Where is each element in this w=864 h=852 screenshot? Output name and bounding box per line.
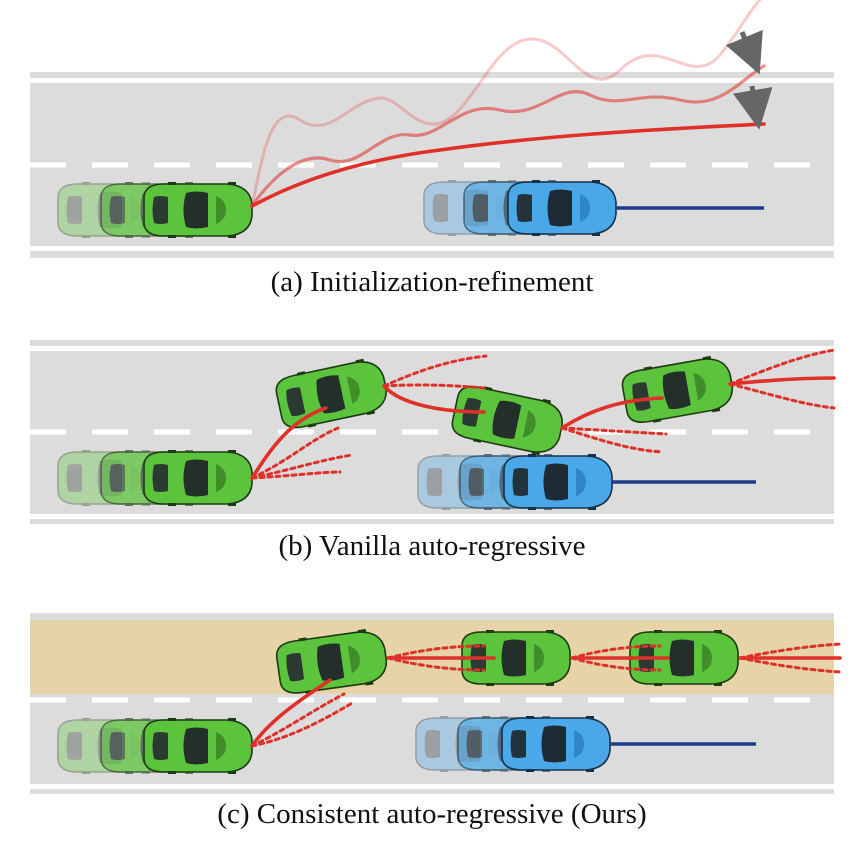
refinement-arrow-icons bbox=[725, 29, 773, 130]
panel-b-other-cars bbox=[417, 453, 756, 511]
panel-a-ego-cars bbox=[57, 181, 253, 239]
caption-initialization-refinement: (a) Initialization-refinement bbox=[270, 266, 594, 298]
panel-a-trajectories bbox=[250, 0, 766, 208]
other-car bbox=[503, 453, 613, 511]
caption-consistent-auto-regressive: (c) Consistent auto-regressive (Ours) bbox=[217, 798, 647, 830]
ego-car bbox=[143, 449, 253, 507]
panel-a-other-cars bbox=[423, 179, 764, 237]
other-car bbox=[507, 179, 617, 237]
down-arrow-icon bbox=[732, 85, 773, 130]
other-car bbox=[501, 715, 611, 773]
caption-vanilla-auto-regressive: (b) Vanilla auto-regressive bbox=[278, 530, 586, 562]
panel-c-other-cars bbox=[415, 715, 756, 773]
down-arrow-icon bbox=[725, 29, 763, 75]
panel-c-trajectories bbox=[250, 642, 842, 748]
ego-car bbox=[143, 181, 253, 239]
panel-b-trajectories bbox=[250, 348, 836, 480]
ego-car bbox=[143, 717, 253, 775]
